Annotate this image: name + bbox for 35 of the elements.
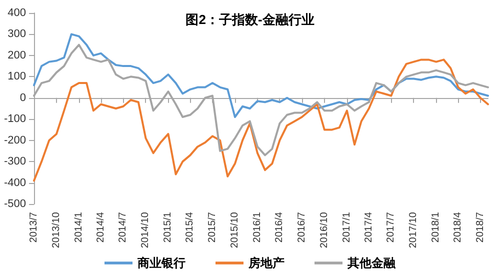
x-tick-label: 2017/10 (408, 212, 420, 248)
x-tick-label: 2013/7 (28, 212, 40, 243)
legend-label: 其他金融 (346, 256, 396, 270)
x-tick-label: 2013/10 (50, 212, 62, 248)
chart-title: 图2：子指数-金融行业 (186, 12, 314, 27)
x-tick-label: 2015/10 (229, 212, 240, 248)
x-tick-label: 2016/4 (274, 212, 286, 243)
y-tick-label: 100 (8, 70, 26, 83)
y-tick-label: -500 (4, 198, 26, 210)
y-tick-label: 300 (8, 28, 26, 40)
x-tick-label: 2014/10 (140, 212, 152, 248)
x-tick-label: 2015/7 (206, 212, 218, 243)
x-tick-label: 2018/7 (474, 212, 486, 243)
y-tick-label: 200 (8, 49, 26, 62)
x-tick-label: 2014/1 (73, 212, 84, 243)
x-tick-label: 2015/1 (162, 212, 174, 243)
x-tick-label: 2017/7 (386, 212, 397, 243)
x-tick-label: 2016/7 (296, 212, 308, 243)
x-tick-label: 2017/1 (341, 212, 352, 243)
y-tick-label: -300 (4, 156, 26, 168)
x-tick-label: 2017/4 (363, 212, 374, 243)
x-tick-label: 2016/10 (318, 212, 330, 248)
x-tick-label: 2015/4 (184, 212, 196, 243)
x-tick-label: 2018/4 (452, 212, 464, 243)
x-tick-label: 2014/7 (118, 212, 129, 243)
legend-label: 房地产 (248, 256, 284, 270)
x-tick-label: 2014/4 (95, 212, 106, 243)
y-tick-label: 400 (8, 7, 26, 19)
legend-label: 商业银行 (136, 256, 186, 270)
y-tick-label: -200 (4, 134, 26, 146)
x-tick-label: 2018/1 (430, 212, 442, 243)
y-tick-label: 0 (20, 92, 26, 104)
x-tick-label: 2016/1 (252, 212, 263, 243)
y-tick-label: -400 (4, 176, 26, 189)
y-tick-label: -100 (4, 113, 26, 126)
